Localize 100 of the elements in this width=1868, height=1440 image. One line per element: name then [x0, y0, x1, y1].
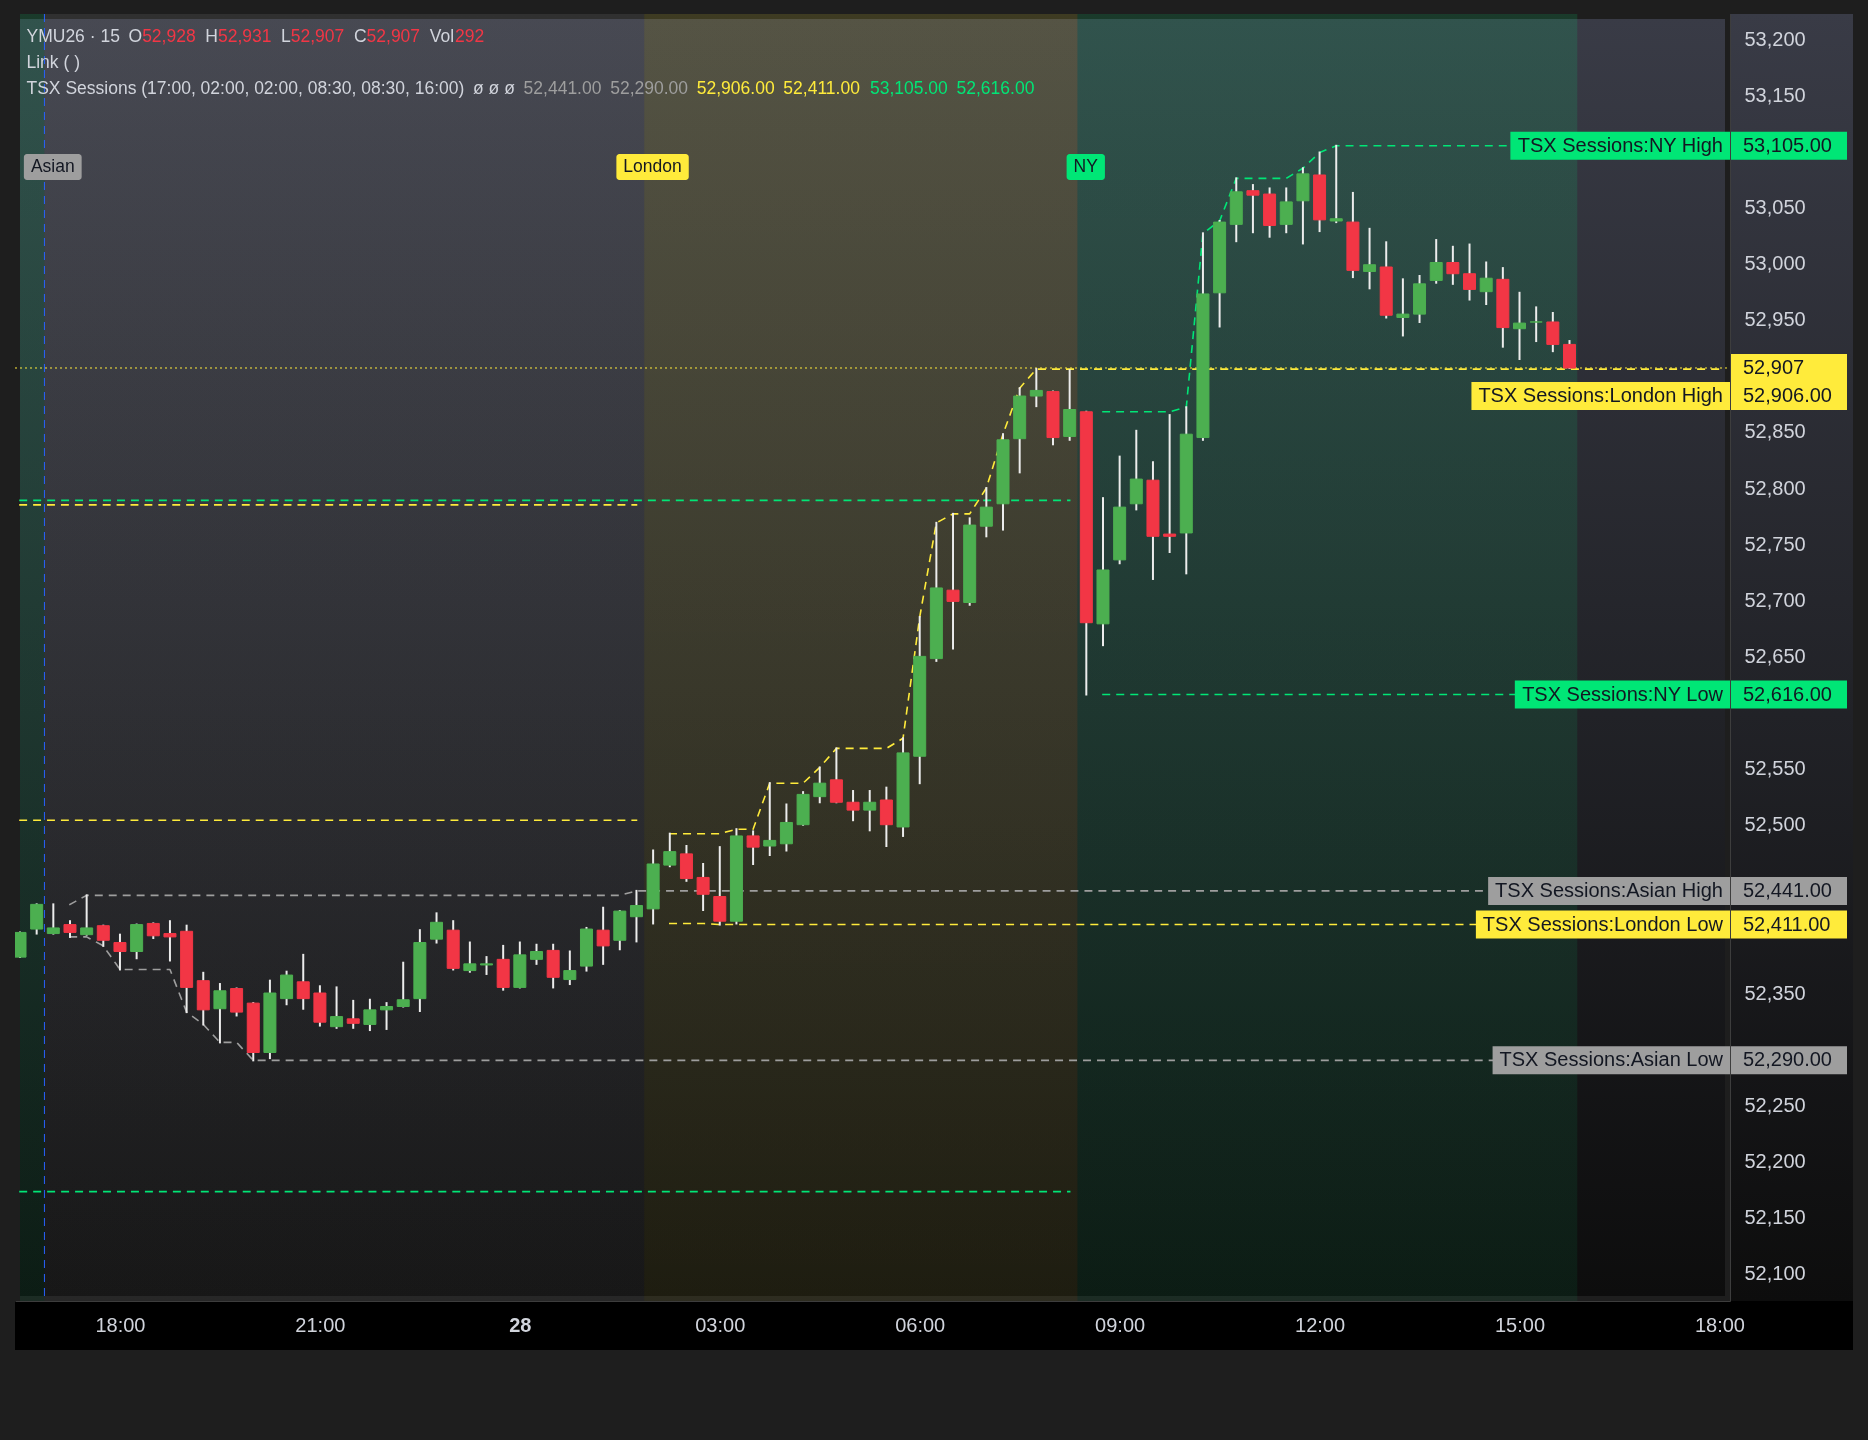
- data-label: 52,906.00: [1743, 383, 1832, 406]
- annotation: Link ( ): [26, 52, 80, 72]
- y-tick-label: 53,200: [1744, 27, 1806, 50]
- series-label: TSX Sessions:NY Low: [1522, 682, 1724, 705]
- series-label: TSX Sessions:Asian High: [1495, 878, 1723, 901]
- annotation: 292: [454, 26, 485, 46]
- y-tick-label: 52,100: [1744, 1262, 1806, 1285]
- annotation: 52,441.00: [523, 78, 602, 98]
- annotation: 52,906.00: [696, 78, 775, 98]
- data-label: 52,616.00: [1743, 682, 1832, 705]
- x-tick-label: 28: [509, 1313, 532, 1336]
- annotation: ø ø ø: [473, 78, 516, 98]
- candlestick: [463, 941, 477, 973]
- candlestick: [629, 889, 643, 943]
- annotation: 53,105.00: [869, 78, 949, 98]
- candlestick: [979, 487, 993, 538]
- band-label: NY: [1073, 156, 1099, 176]
- candlestick: [1446, 245, 1460, 285]
- x-tick-label: 03:00: [695, 1313, 746, 1336]
- data-label: 52,290.00: [1743, 1048, 1832, 1071]
- band-label: Asian: [30, 156, 75, 176]
- candlestick: [696, 862, 710, 911]
- x-tick-label: 12:00: [1295, 1313, 1346, 1336]
- candlestick: [213, 983, 227, 1044]
- candlestick: [763, 782, 777, 856]
- candlestick: [80, 894, 94, 936]
- candlestick: [1363, 227, 1377, 290]
- candlestick: [1513, 291, 1527, 361]
- y-tick-label: 52,700: [1744, 588, 1806, 611]
- candlestick: [1429, 239, 1443, 284]
- candlestick: [863, 790, 877, 832]
- series-label: TSX Sessions:London High: [1478, 383, 1723, 406]
- annotation: 52,931: [217, 26, 272, 46]
- y-tick-label: 52,350: [1744, 981, 1806, 1004]
- candlestick: [946, 512, 960, 650]
- y-tick-label: 52,150: [1744, 1205, 1806, 1228]
- candlestick: [96, 924, 110, 947]
- annotation: 52,928: [142, 26, 196, 46]
- candlestick: [46, 903, 60, 935]
- y-tick-label: 52,750: [1744, 532, 1806, 555]
- x-tick-label: 18:00: [95, 1313, 146, 1336]
- x-tick-label: 09:00: [1095, 1313, 1146, 1336]
- candlestick: [1163, 414, 1177, 554]
- annotation: TSX Sessions (17:00, 02:00, 02:00, 08:30, 08:30, 16:00): [26, 78, 465, 98]
- candlestick: [779, 803, 793, 852]
- series-label: TSX Sessions:London Low: [1482, 912, 1724, 935]
- candlestick: [1329, 144, 1343, 224]
- annotation: 52,907: [290, 26, 345, 46]
- annotation: L: [281, 26, 292, 46]
- annotation: H: [205, 26, 218, 46]
- candlestick: [1479, 261, 1493, 306]
- candlestick: [829, 747, 843, 804]
- candlestick: [596, 906, 610, 965]
- y-tick-label: 52,650: [1744, 644, 1806, 667]
- candlestick: [396, 961, 410, 1008]
- text: YMU26 · 15: [26, 26, 120, 46]
- annotation: 52,290.00: [610, 78, 689, 98]
- ref-line-label: 52,907: [1743, 355, 1805, 378]
- candlestick: [1563, 340, 1576, 369]
- annotation: O: [128, 26, 143, 46]
- y-tick-label: 52,550: [1744, 757, 1806, 780]
- y-tick-label: 53,150: [1744, 83, 1806, 106]
- series-label: TSX Sessions:Asian Low: [1499, 1048, 1724, 1071]
- candlestick: [480, 956, 494, 975]
- candlestick: [230, 987, 244, 1017]
- y-tick-label: 52,200: [1744, 1149, 1806, 1172]
- candlestick: [363, 998, 377, 1032]
- candlestick: [163, 920, 177, 962]
- x-tick-label: 06:00: [895, 1313, 946, 1336]
- candlestick: [813, 766, 827, 804]
- annotation: C: [353, 26, 367, 46]
- x-tick-label: 21:00: [295, 1313, 346, 1336]
- candlestick: [346, 999, 360, 1029]
- candlestick: [746, 830, 760, 865]
- candlestick: [1396, 278, 1410, 337]
- candlestick: [1463, 243, 1477, 301]
- data-label: 52,441.00: [1743, 878, 1832, 901]
- x-tick-label: 15:00: [1494, 1313, 1546, 1336]
- candlestick: [296, 953, 310, 1010]
- candlestick: [1529, 306, 1543, 343]
- y-tick-label: 52,250: [1744, 1093, 1806, 1116]
- candlestick: [1029, 368, 1043, 408]
- band-label: London: [623, 156, 682, 176]
- y-tick-label: 52,950: [1744, 308, 1806, 331]
- candlestick: [663, 832, 677, 868]
- candlestick: [563, 950, 577, 986]
- x-tick-label: 18:00: [1694, 1313, 1745, 1336]
- y-tick-label: 53,050: [1744, 196, 1806, 219]
- annotation: Vol: [429, 26, 455, 46]
- candlestick: [1246, 184, 1260, 234]
- annotation: 52,907: [366, 26, 421, 46]
- candlestick: [530, 943, 543, 965]
- y-tick-label: 52,800: [1744, 476, 1806, 499]
- y-tick-label: 52,850: [1744, 420, 1806, 443]
- series-label: TSX Sessions:NY High: [1517, 133, 1723, 156]
- data-label: 53,105.00: [1743, 133, 1832, 156]
- candlestick: [280, 970, 294, 1006]
- annotation: 52,616.00: [956, 78, 1035, 98]
- candlestick: [1279, 187, 1293, 234]
- y-tick-label: 52,500: [1744, 813, 1806, 836]
